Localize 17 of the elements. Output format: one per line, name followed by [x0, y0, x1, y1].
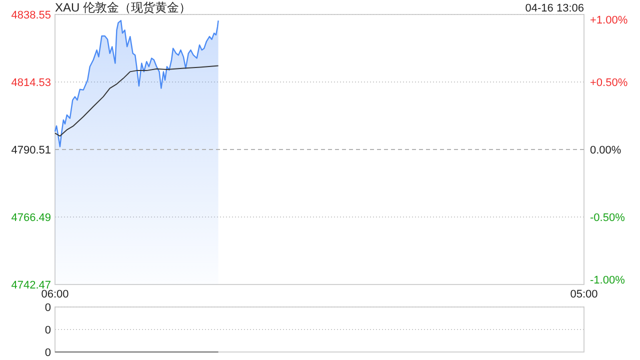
y-tick-label: 0 [44, 302, 51, 314]
y-tick-label: 4766.49 [11, 212, 51, 224]
y-tick-label: 4742.47 [11, 280, 51, 292]
y-tick-label: 0 [44, 324, 51, 336]
y2-tick-label: 0.00% [590, 144, 622, 156]
y2-tick-label: +1.00% [590, 14, 628, 26]
y-tick-label: 0 [44, 347, 51, 359]
y2-tick-label: +0.50% [590, 77, 628, 89]
y-tick-label: 4790.51 [11, 144, 51, 156]
x-tick-label: 06:00 [41, 288, 69, 300]
y2-tick-label: -1.00% [590, 274, 626, 286]
x-tick-label: 05:00 [570, 288, 598, 300]
annotation: 04-16 13:06 [525, 2, 584, 14]
chart-title: XAU 伦敦金（现货黄金） [55, 0, 192, 14]
y-tick-label: 4814.53 [11, 77, 51, 89]
y-tick-label: 4838.55 [11, 10, 51, 22]
y2-tick-label: -0.50% [590, 212, 626, 224]
